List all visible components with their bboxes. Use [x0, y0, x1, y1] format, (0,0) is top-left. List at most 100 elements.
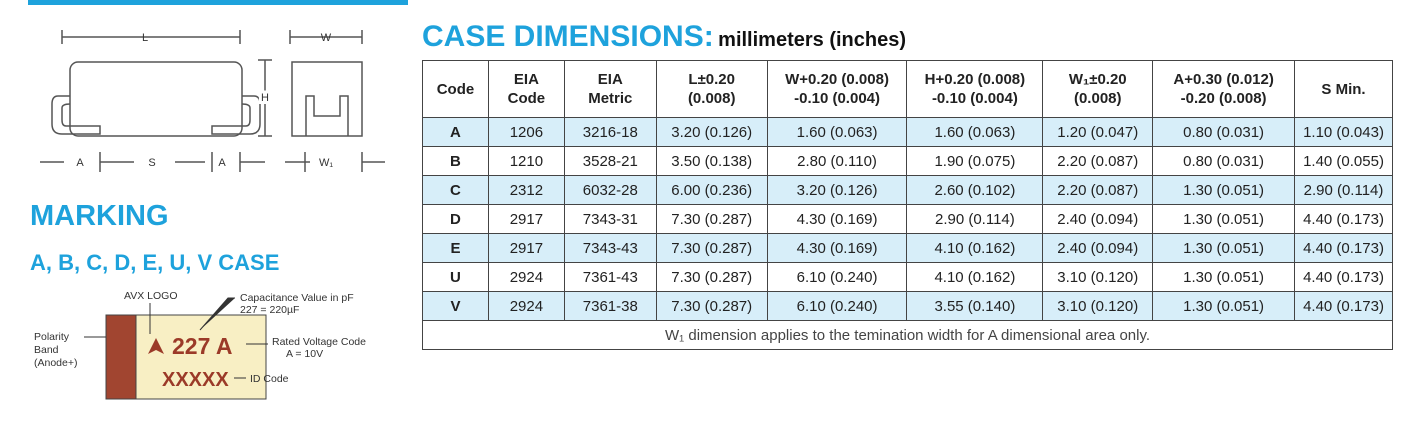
header-cell: H+0.20 (0.008) -0.10 (0.004)	[906, 60, 1044, 118]
table-cell: 3528-21	[563, 146, 657, 176]
header-cell: S Min.	[1294, 60, 1393, 118]
table-cell: 4.40 (0.173)	[1294, 233, 1393, 263]
accent-bar	[28, 0, 408, 5]
callout: AVX LOGO	[124, 290, 178, 302]
marking-title: MARKING	[30, 200, 169, 232]
dimension-label: A	[76, 157, 84, 169]
callout: (Anode+)	[34, 357, 78, 369]
header-cell: Code	[422, 60, 489, 118]
table-cell: 2.90 (0.114)	[1294, 175, 1393, 205]
left-graphics: L W H A S A W₁ 227 A XXXXX AVX LOGO Capa…	[34, 30, 385, 400]
table-cell: 1.90 (0.075)	[906, 146, 1044, 176]
polarity-band	[105, 314, 137, 400]
table-cell: 4.30 (0.169)	[766, 204, 908, 234]
table-cell: 4.40 (0.173)	[1294, 204, 1393, 234]
table-row: E 2917 7343-43 7.30 (0.287) 4.30 (0.169) 4.10…	[422, 233, 1393, 263]
table-cell: 4.30 (0.169)	[766, 233, 908, 263]
table-cell: 7361-43	[563, 262, 657, 292]
dimension-label: A	[218, 157, 226, 169]
dimensions-table: Code EIA Code EIA Metric L±0.20 (0.008) W+0.…	[422, 60, 1393, 350]
table-row: C 2312 6032-28 6.00 (0.236) 3.20 (0.126) 2.60…	[422, 175, 1393, 205]
header-cell: A+0.30 (0.012) -0.20 (0.008)	[1152, 60, 1296, 118]
table-cell: 2924	[487, 291, 565, 321]
table-cell: 1.30 (0.051)	[1152, 175, 1296, 205]
table-cell: 3.20 (0.126)	[655, 117, 768, 147]
table-cell: 1210	[487, 146, 565, 176]
marking-subtitle: A, B, C, D, E, U, V CASE	[30, 250, 280, 275]
table-cell: 3.10 (0.120)	[1042, 262, 1154, 292]
table-cell: 1.60 (0.063)	[906, 117, 1044, 147]
table-cell: 6.10 (0.240)	[766, 262, 908, 292]
id-marking: XXXXX	[162, 369, 229, 391]
callout: Rated Voltage Code	[272, 336, 366, 348]
table-cell: 2.20 (0.087)	[1042, 146, 1154, 176]
table-cell: 6032-28	[563, 175, 657, 205]
table-cell: C	[422, 175, 489, 205]
callout: Band	[34, 344, 59, 356]
table-cell: 1.30 (0.051)	[1152, 233, 1296, 263]
table-row: V 2924 7361-38 7.30 (0.287) 6.10 (0.240) 3.55…	[422, 291, 1393, 321]
table-cell: 7.30 (0.287)	[655, 262, 768, 292]
table-cell: 4.40 (0.173)	[1294, 262, 1393, 292]
table-cell: 4.10 (0.162)	[906, 233, 1044, 263]
table-cell: 2.20 (0.087)	[1042, 175, 1154, 205]
table-cell: 2917	[487, 233, 565, 263]
table-cell: 2312	[487, 175, 565, 205]
table-cell: 3.50 (0.138)	[655, 146, 768, 176]
table-cell: 2917	[487, 204, 565, 234]
table-cell: 7.30 (0.287)	[655, 204, 768, 234]
table-cell: 3216-18	[563, 117, 657, 147]
footnote: W₁ dimension applies to the temination w…	[422, 320, 1393, 350]
table-cell: 1.30 (0.051)	[1152, 262, 1296, 292]
table-cell: 3.20 (0.126)	[766, 175, 908, 205]
section-heading: CASE DIMENSIONS: millimeters (inches)	[422, 20, 906, 54]
table-cell: V	[422, 291, 489, 321]
table-cell: 7343-43	[563, 233, 657, 263]
table-cell: B	[422, 146, 489, 176]
header-cell: L±0.20 (0.008)	[655, 60, 768, 118]
table-cell: 4.10 (0.162)	[906, 262, 1044, 292]
avx-logo	[148, 338, 164, 354]
table-row: A 1206 3216-18 3.20 (0.126) 1.60 (0.063) 1.60…	[422, 117, 1393, 147]
table-cell: 2.40 (0.094)	[1042, 204, 1154, 234]
dimension-label: H	[261, 92, 269, 104]
table-cell: D	[422, 204, 489, 234]
callout: 227 = 220µF	[240, 304, 299, 316]
table-cell: 0.80 (0.031)	[1152, 146, 1296, 176]
callout: Polarity	[34, 331, 70, 343]
dimension-drawing	[40, 30, 385, 172]
table-cell: 7343-31	[563, 204, 657, 234]
header-cell: EIA Code	[487, 60, 565, 118]
header-cell: W₁±0.20 (0.008)	[1042, 60, 1154, 118]
table-cell: 7.30 (0.287)	[655, 233, 768, 263]
footnote-row: W₁ dimension applies to the temination w…	[422, 320, 1393, 350]
section-units: millimeters (inches)	[718, 29, 906, 51]
table-cell: 3.55 (0.140)	[906, 291, 1044, 321]
table-cell: 2924	[487, 262, 565, 292]
callout: A = 10V	[286, 348, 323, 360]
callout: Capacitance Value in pF	[240, 292, 354, 304]
table-cell: 2.60 (0.102)	[906, 175, 1044, 205]
header-cell: W+0.20 (0.008) -0.10 (0.004)	[766, 60, 908, 118]
table-row: B 1210 3528-21 3.50 (0.138) 2.80 (0.110) 1.90…	[422, 146, 1393, 176]
header-row: Code EIA Code EIA Metric L±0.20 (0.008) W+0.…	[422, 60, 1393, 118]
table-cell: 7361-38	[563, 291, 657, 321]
table-cell: E	[422, 233, 489, 263]
table-cell: 1.30 (0.051)	[1152, 204, 1296, 234]
table-cell: 1.30 (0.051)	[1152, 291, 1296, 321]
table-cell: A	[422, 117, 489, 147]
table-cell: 6.10 (0.240)	[766, 291, 908, 321]
table-cell: 1.20 (0.047)	[1042, 117, 1154, 147]
dimension-label: L	[142, 32, 148, 44]
capacitance-marking: 227 A	[172, 333, 233, 359]
table-cell: 1.10 (0.043)	[1294, 117, 1393, 147]
dimension-label: W	[321, 32, 332, 44]
table-row: U 2924 7361-43 7.30 (0.287) 6.10 (0.240) 4.10…	[422, 262, 1393, 292]
table-row: D 2917 7343-31 7.30 (0.287) 4.30 (0.169) 2.90…	[422, 204, 1393, 234]
table-cell: 1.60 (0.063)	[766, 117, 908, 147]
table-cell: 6.00 (0.236)	[655, 175, 768, 205]
table-cell: 7.30 (0.287)	[655, 291, 768, 321]
table-cell: 1.40 (0.055)	[1294, 146, 1393, 176]
dimension-label: S	[148, 157, 155, 169]
